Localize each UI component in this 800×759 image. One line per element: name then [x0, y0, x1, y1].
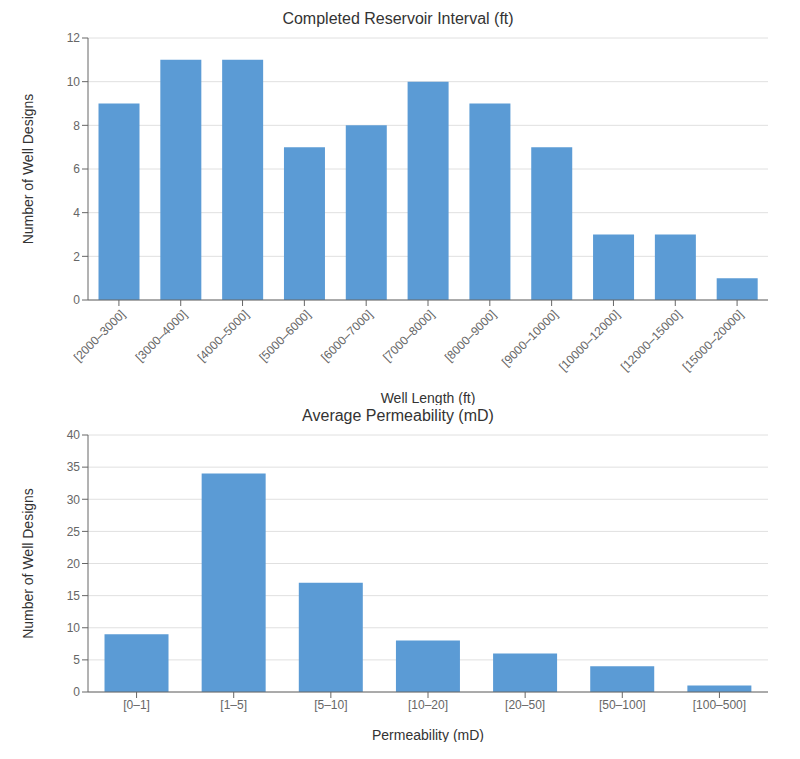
- svg-text:[7000–8000]: [7000–8000]: [380, 307, 437, 364]
- svg-text:20: 20: [67, 557, 81, 571]
- svg-text:25: 25: [67, 525, 81, 539]
- svg-text:[1–5]: [1–5]: [220, 698, 247, 712]
- svg-text:[6000–7000]: [6000–7000]: [318, 307, 375, 364]
- svg-text:30: 30: [67, 493, 81, 507]
- svg-text:[5–10]: [5–10]: [314, 698, 347, 712]
- svg-text:[3000–4000]: [3000–4000]: [133, 307, 190, 364]
- svg-text:[100–500]: [100–500]: [693, 698, 746, 712]
- svg-text:[2000–3000]: [2000–3000]: [71, 307, 128, 364]
- svg-text:0: 0: [73, 293, 80, 307]
- svg-text:6: 6: [73, 162, 80, 176]
- svg-text:Number of Well Designs: Number of Well Designs: [20, 488, 36, 639]
- svg-text:0: 0: [73, 685, 80, 699]
- svg-text:40: 40: [67, 428, 81, 442]
- svg-text:Permeability (mD): Permeability (mD): [372, 727, 484, 742]
- svg-text:[50–100]: [50–100]: [599, 698, 646, 712]
- svg-text:[12000–15000]: [12000–15000]: [618, 307, 685, 374]
- svg-text:[4000–5000]: [4000–5000]: [195, 307, 252, 364]
- svg-text:10: 10: [67, 621, 81, 635]
- svg-text:12: 12: [67, 31, 81, 45]
- svg-text:[9000–10000]: [9000–10000]: [499, 307, 561, 369]
- svg-text:4: 4: [73, 206, 80, 220]
- svg-text:[0–1]: [0–1]: [123, 698, 150, 712]
- svg-text:35: 35: [67, 460, 81, 474]
- html-text:Average Permeability (mD): Average Permeability (mD): [302, 407, 494, 424]
- svg-text:5: 5: [73, 653, 80, 667]
- svg-text:Number of Well Designs: Number of Well Designs: [20, 94, 36, 245]
- svg-text:[5000–6000]: [5000–6000]: [256, 307, 313, 364]
- svg-text:[15000–20000]: [15000–20000]: [680, 307, 747, 374]
- svg-text:15: 15: [67, 589, 81, 603]
- svg-text:10: 10: [67, 75, 81, 89]
- svg-text:8: 8: [73, 119, 80, 133]
- svg-text:[20–50]: [20–50]: [505, 698, 545, 712]
- html-text:Completed Reservoir Interval (: Completed Reservoir Interval (ft): [282, 10, 514, 27]
- svg-text:Well Length (ft): Well Length (ft): [381, 390, 476, 405]
- svg-text:[8000–9000]: [8000–9000]: [442, 307, 499, 364]
- svg-text:2: 2: [73, 250, 80, 264]
- svg-text:[10–20]: [10–20]: [408, 698, 448, 712]
- svg-text:[10000–12000]: [10000–12000]: [556, 307, 623, 374]
